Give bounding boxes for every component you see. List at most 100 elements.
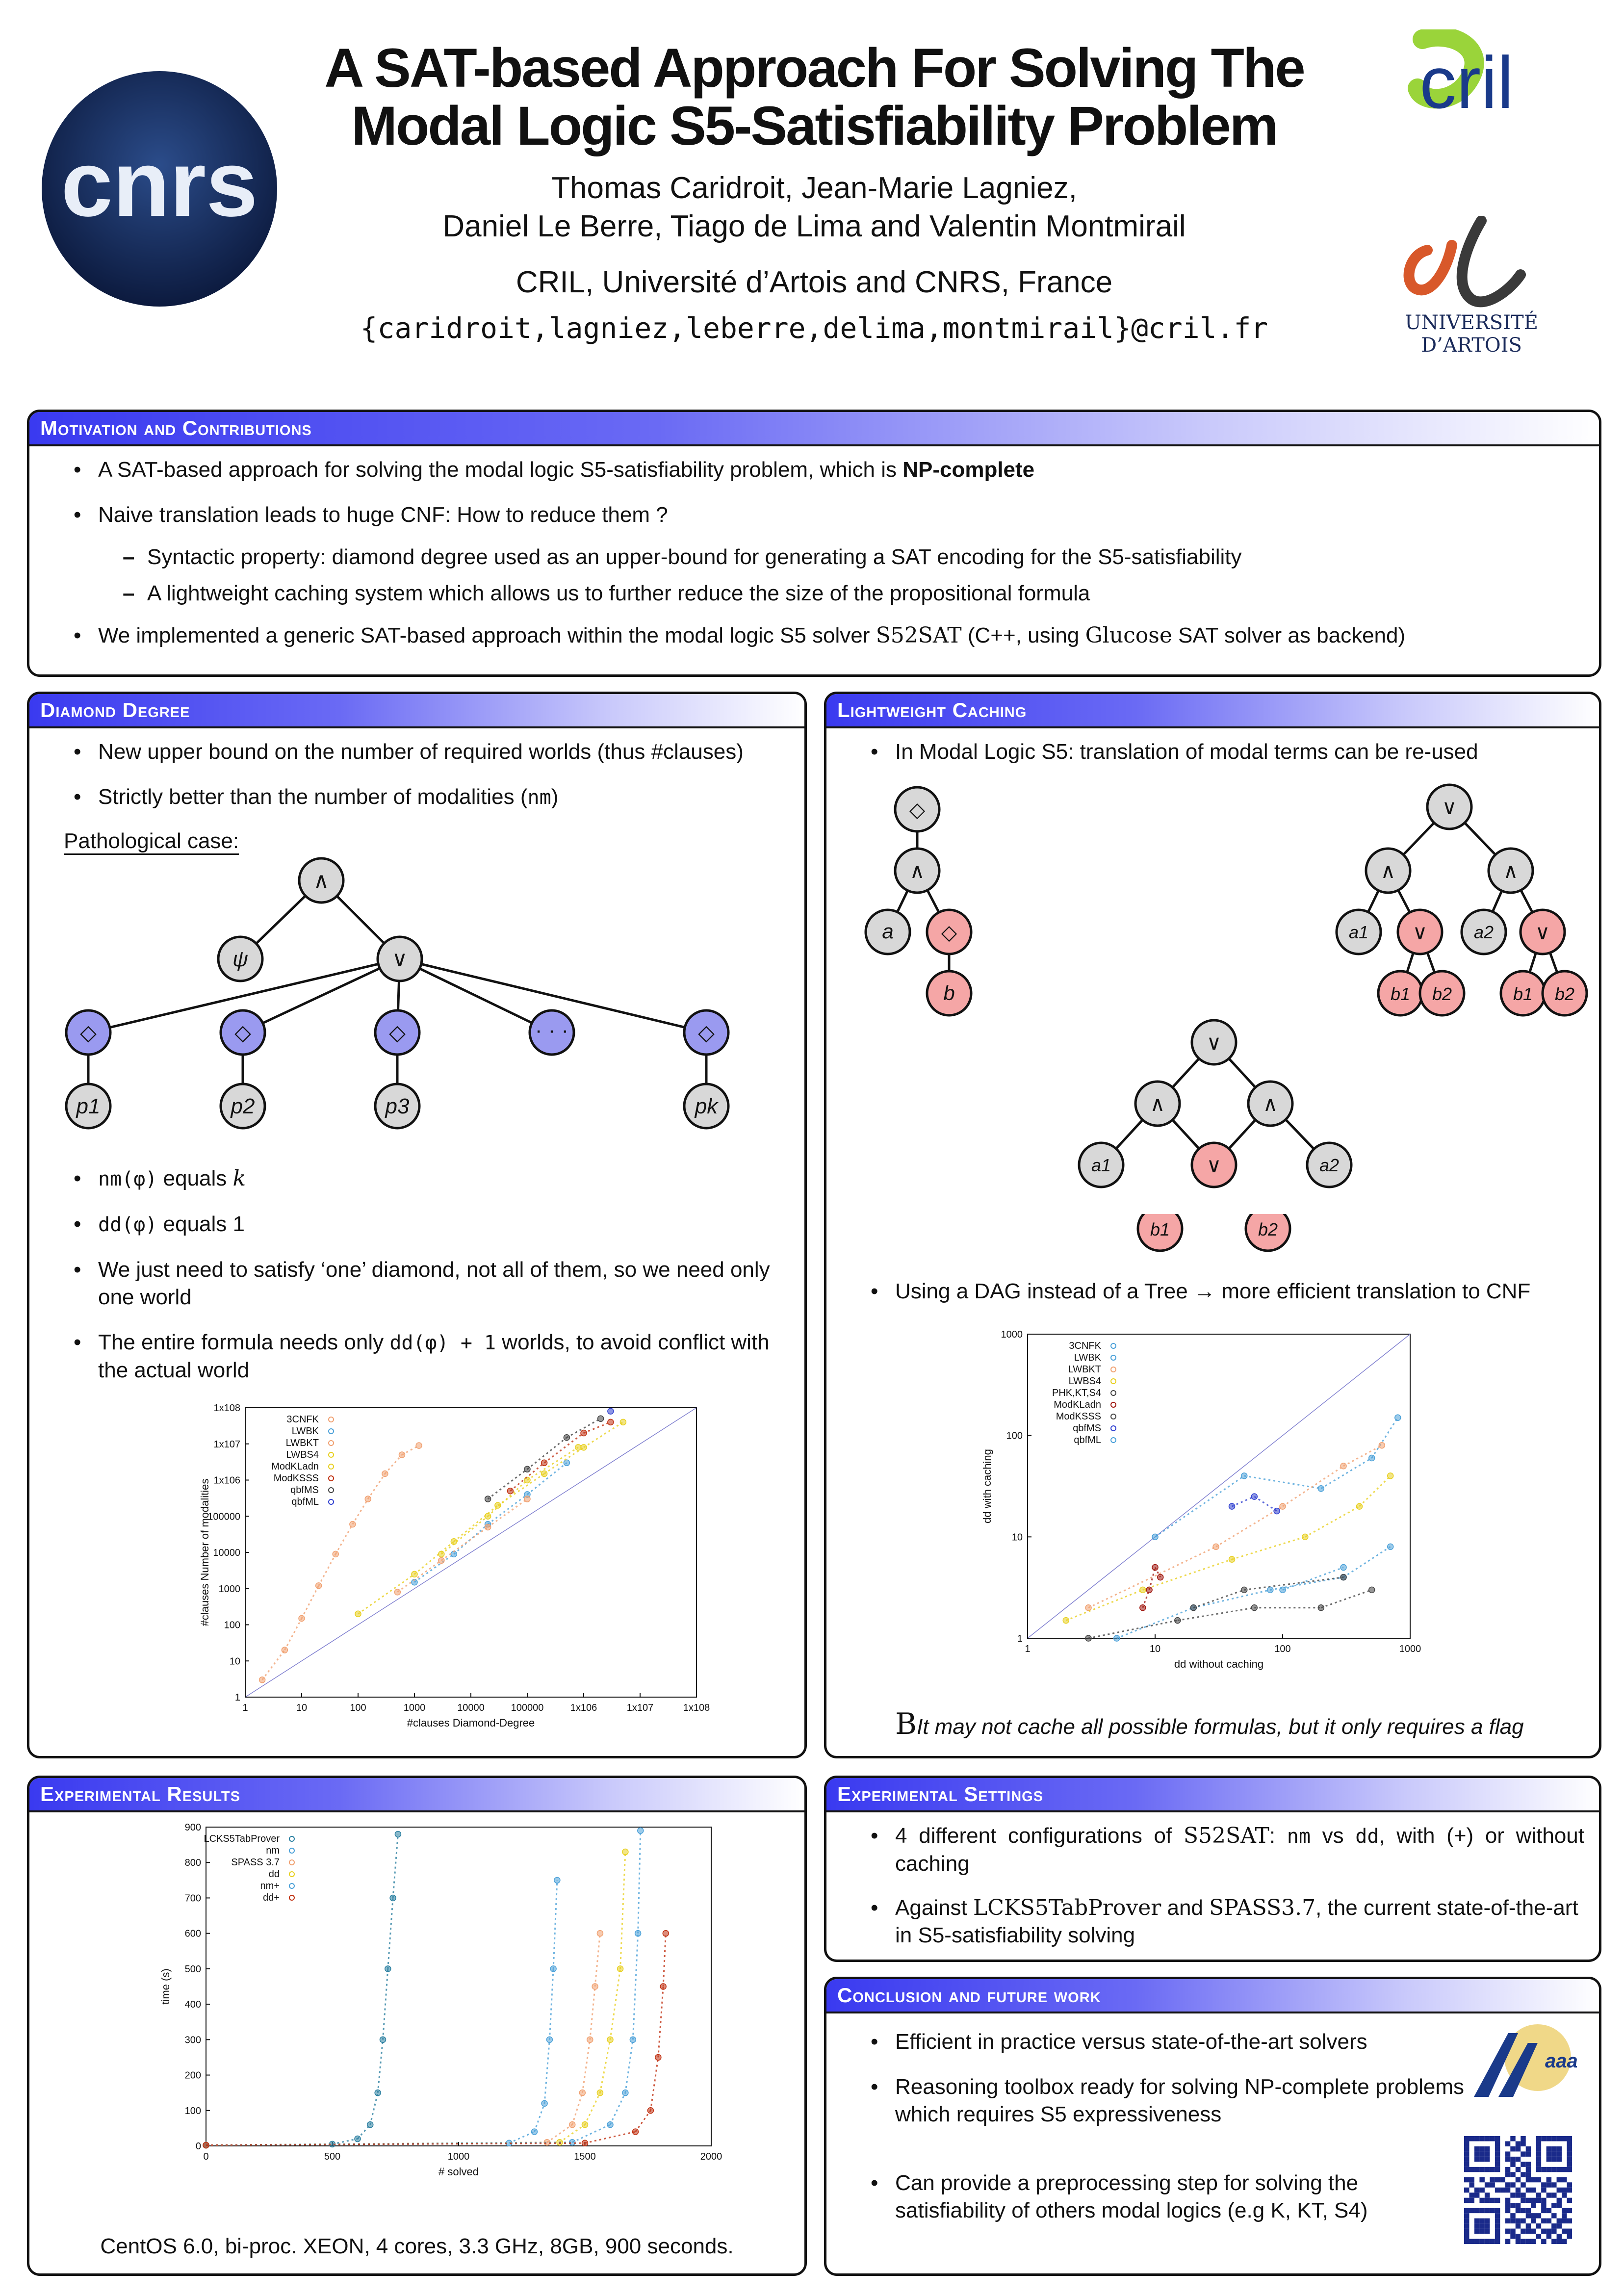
- x-tick-label: 10: [1150, 1644, 1160, 1654]
- legend-marker: [289, 1871, 295, 1877]
- t2-a1: a1: [1349, 922, 1368, 942]
- legend-marker: [1110, 1425, 1116, 1431]
- x-tick-label: 1000: [404, 1703, 426, 1713]
- diamond-bullet-one-world: We just need to satisfy ‘one’ diamond, n…: [29, 1256, 799, 1311]
- series-trace: [1232, 1536, 1306, 1560]
- data-point: [1174, 1617, 1181, 1624]
- series-trace: [1320, 1457, 1372, 1490]
- svg-text:cril: cril: [1419, 41, 1514, 124]
- caching-bullet-dag: Using a DAG instead of a Tree → more eff…: [826, 1278, 1597, 1305]
- chart-diamond-degree: 1 10 100 1000 10000 100000 1x106 1x107 1x108 1 10 1…: [199, 1403, 710, 1729]
- dag-and-right: ∧: [1263, 1092, 1278, 1115]
- data-point: [1340, 1463, 1347, 1470]
- series-trace: [377, 2039, 384, 2093]
- dag-a1: a1: [1091, 1155, 1111, 1175]
- series-trace: [1282, 1567, 1344, 1591]
- data-point: [554, 1877, 561, 1884]
- series-trace: [382, 1968, 389, 2040]
- legend-label: ModKSSS: [1056, 1411, 1101, 1422]
- series-trace: [453, 1523, 489, 1555]
- data-point: [1279, 1586, 1286, 1594]
- t1-diamond-b: ◇: [941, 921, 957, 944]
- poster-title: A SAT-based Approach For Solving The Mod…: [324, 37, 1305, 156]
- y-tick-label: 1000: [219, 1584, 241, 1595]
- t2-b2-right: b2: [1555, 984, 1574, 1004]
- x-tick-label: 1000: [1399, 1644, 1421, 1654]
- x-tick-label: 1x108: [683, 1703, 710, 1713]
- caching-footnote: BIt may not cache all possible formulas,…: [895, 1707, 1524, 1741]
- diagonal-line: [245, 1407, 697, 1698]
- legend-label: LWBS4: [286, 1449, 319, 1460]
- series-trace: [559, 2124, 586, 2143]
- node-or: ∨: [392, 947, 408, 971]
- t2-or-left: ∨: [1413, 921, 1428, 944]
- legend-marker: [328, 1417, 334, 1422]
- t1-a: a: [882, 920, 893, 943]
- series-trace: [206, 2143, 333, 2146]
- motivation-dash-2: A lightweight caching system which allow…: [29, 580, 1599, 607]
- series-trace: [585, 2131, 636, 2144]
- t1-diamond: ◇: [909, 798, 926, 821]
- x-axis-label: #clauses Diamond-Degree: [407, 1717, 535, 1729]
- plot-frame: [1027, 1334, 1411, 1639]
- t2-and-right: ∧: [1503, 859, 1519, 882]
- data-point: [415, 1442, 422, 1449]
- series-trace: [624, 2039, 634, 2093]
- series-trace: [1244, 1576, 1344, 1591]
- x-tick-label: 10000: [457, 1703, 485, 1713]
- pathological-tree: ∧ ψ ∨ ◇ ◇ ◇ · · · ◇ p1 p2 p3 pk: [65, 857, 730, 1130]
- legend-marker: [328, 1452, 334, 1458]
- series-trace: [543, 2039, 550, 2104]
- series-trace: [440, 1516, 489, 1555]
- node-p3: p3: [385, 1094, 410, 1118]
- series-trace: [414, 1541, 455, 1575]
- caching-bullet-1: In Modal Logic S5: translation of modal …: [826, 738, 1599, 766]
- series-trace: [1282, 1465, 1344, 1507]
- data-point: [379, 2036, 387, 2043]
- series-trace: [527, 1446, 579, 1481]
- legend-label: LWBK: [292, 1426, 319, 1437]
- affiliation: CRIL, Université d’Artois and CNRS, Fran…: [516, 265, 1113, 299]
- chart-results: 0 500 1000 1500 2000 0 100 200 300 400 500 600 700 80…: [159, 1822, 722, 2178]
- motivation-dash-1: Syntactic property: diamond degree used …: [29, 543, 1599, 571]
- qr-code-icon[interactable]: [1464, 2136, 1572, 2244]
- series-trace: [1116, 1607, 1194, 1639]
- t2-and-left: ∧: [1381, 859, 1396, 882]
- series-trace: [589, 1986, 596, 2040]
- caching-heading: Lightweight Caching: [826, 694, 1599, 728]
- node-and: ∧: [313, 869, 329, 893]
- series-trace: [1177, 1607, 1255, 1622]
- series-trace: [206, 2142, 585, 2146]
- x-tick-label: 1x107: [627, 1703, 654, 1713]
- node-diamond-1: ◇: [80, 1021, 97, 1045]
- data-point: [1340, 1564, 1347, 1571]
- legend-marker: [328, 1464, 334, 1470]
- series-trace: [1231, 1496, 1255, 1507]
- data-point: [632, 2128, 639, 2135]
- series-trace: [369, 2092, 379, 2125]
- svg-text:aaai: aaai: [1545, 2050, 1577, 2072]
- dag-or: ∨: [1207, 1031, 1222, 1054]
- data-point: [203, 2141, 209, 2149]
- data-point: [1368, 1586, 1375, 1594]
- series-trace: [1148, 1567, 1156, 1590]
- caching-trees: ◇ ∧ a ◇ b ∨ ∧ ∧ a1 ∨ a2 ∨ b1 b2 b1 b2 ∨ …: [864, 783, 1588, 1188]
- data-point: [587, 2036, 593, 2043]
- y-tick-label: 200: [185, 2070, 201, 2081]
- node-diamond-2: ◇: [234, 1021, 251, 1045]
- series-trace: [487, 1469, 528, 1500]
- diamond-bullet-worlds: The entire formula needs only dd(φ) + 1 …: [29, 1329, 799, 1384]
- results-heading: Experimental Results: [29, 1778, 804, 1812]
- series-trace: [1142, 1558, 1233, 1591]
- x-axis-label: # solved: [438, 2166, 479, 2178]
- series-trace: [1193, 1589, 1271, 1609]
- data-point: [1273, 1507, 1280, 1515]
- emails: {caridroit,lagniez,leberre,delima,montmi…: [360, 311, 1268, 345]
- series-trace: [358, 1574, 415, 1615]
- data-point: [1251, 1493, 1258, 1500]
- series-trace: [583, 1421, 611, 1434]
- series-trace: [1155, 1475, 1245, 1538]
- series-trace: [335, 1523, 354, 1555]
- series-trace: [284, 1618, 303, 1651]
- data-point: [596, 1930, 604, 1937]
